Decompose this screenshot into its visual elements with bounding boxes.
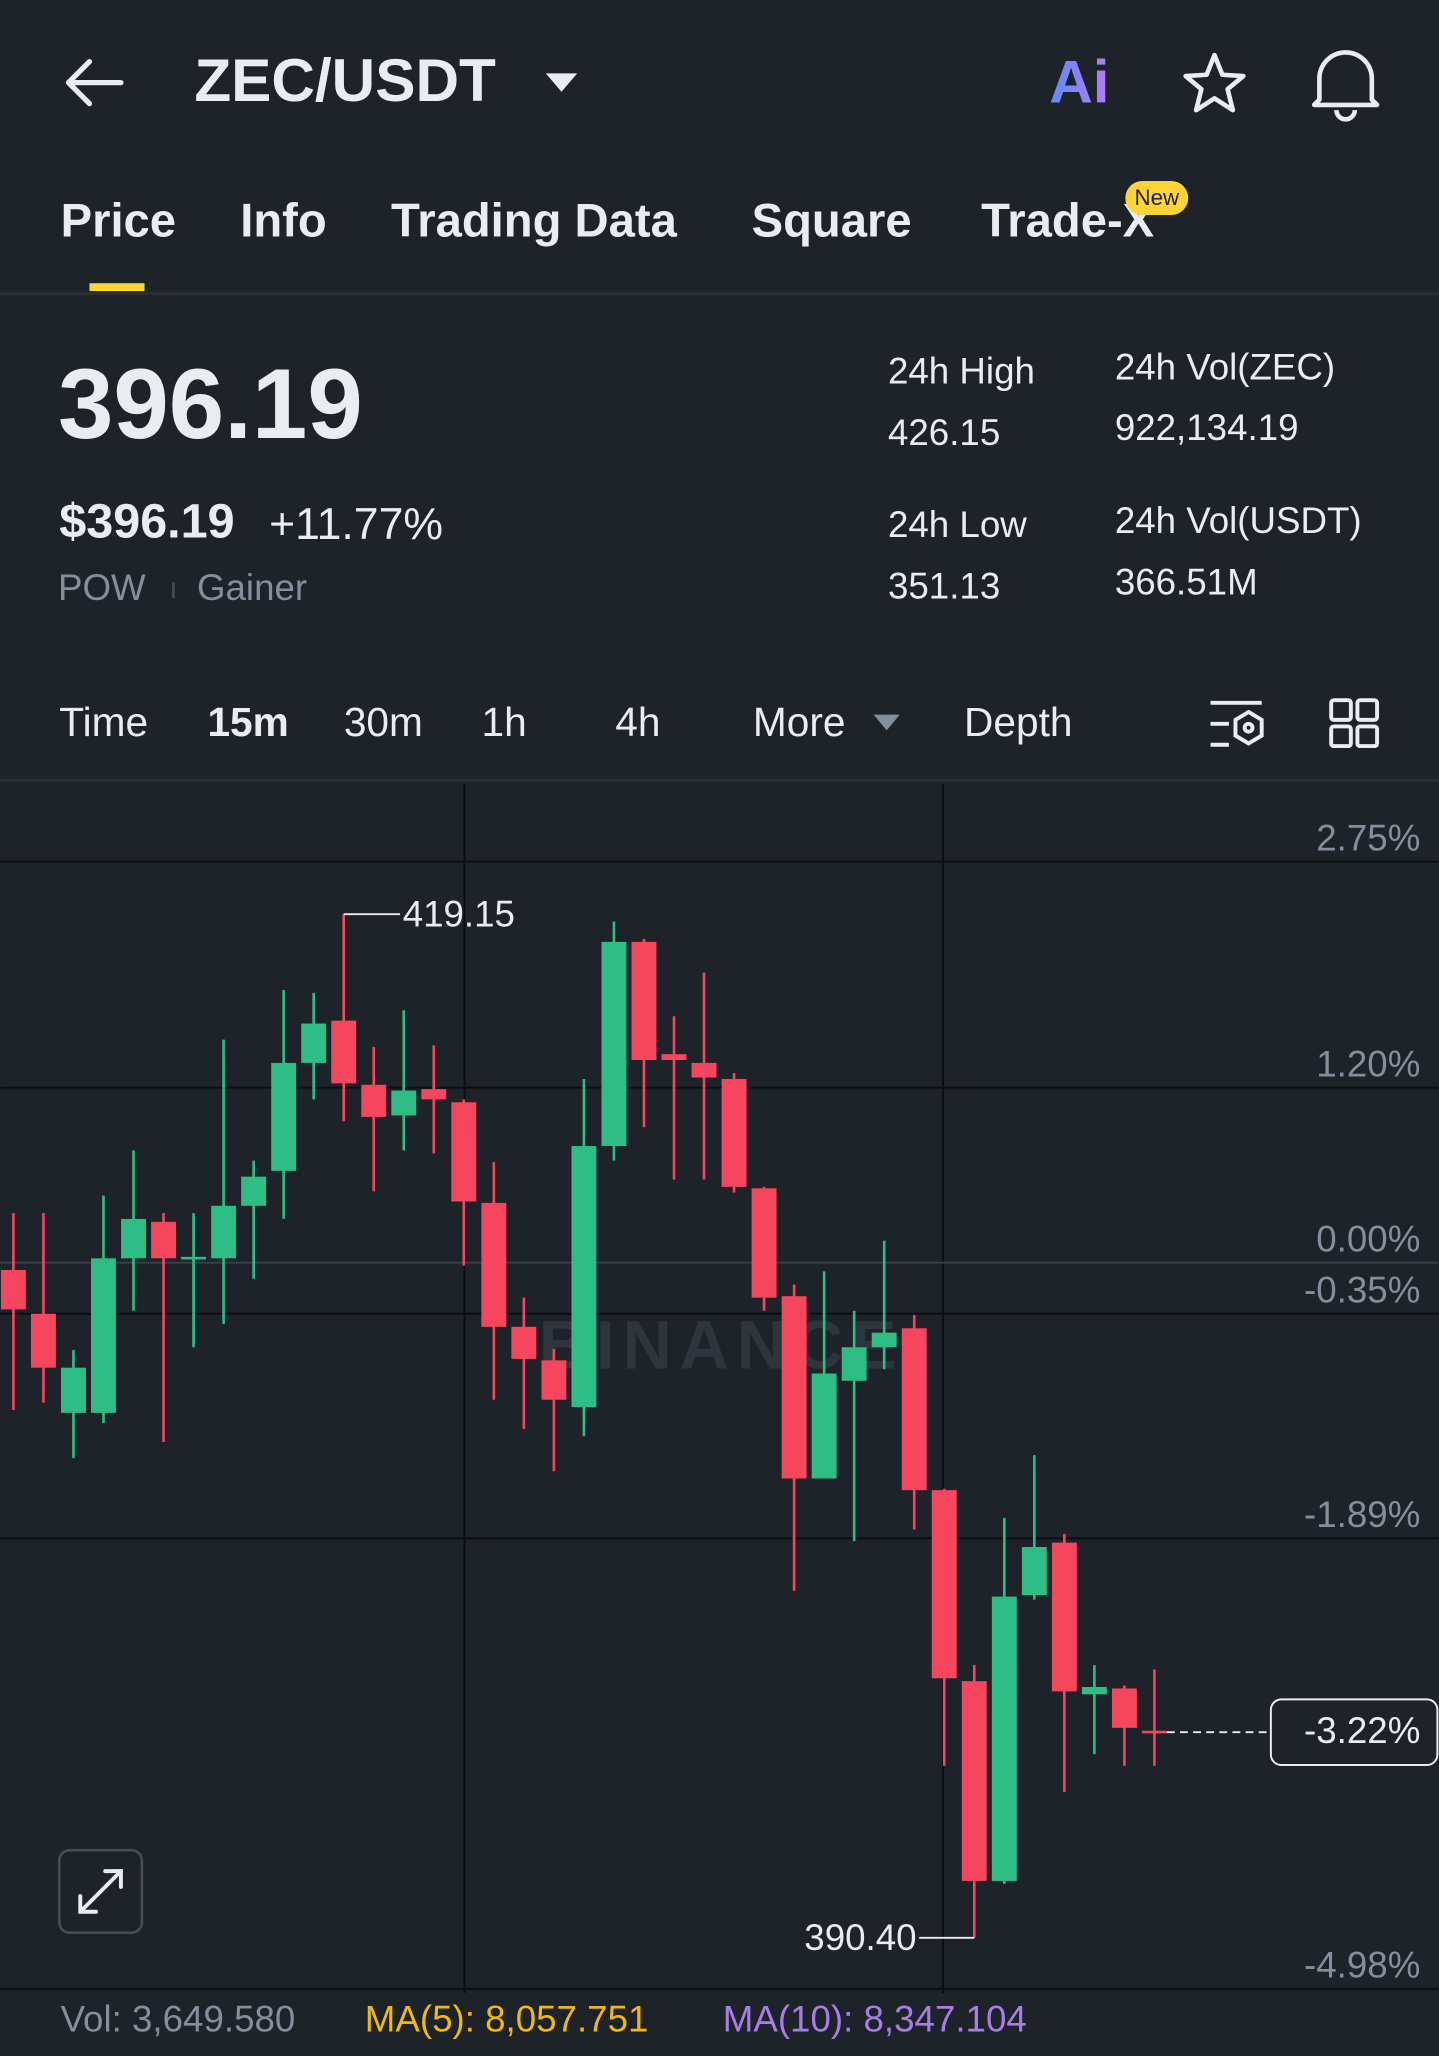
y-tick-label: 1.20% (1316, 1043, 1420, 1084)
watermark: BINANCE (539, 1308, 905, 1384)
candle-body (451, 1102, 477, 1202)
candle-body (991, 1596, 1017, 1881)
stat-label: 24h Vol(USDT) (1115, 500, 1362, 541)
last-price-label: -3.22% (1304, 1710, 1420, 1751)
candle-body (631, 941, 657, 1060)
y-tick-label: -0.35% (1304, 1269, 1420, 1310)
candle-body (30, 1313, 56, 1368)
stat-value: 351.13 (888, 565, 1000, 606)
candle-body (91, 1258, 116, 1413)
active-tab-indicator (89, 283, 145, 292)
candle-body (661, 1054, 687, 1060)
usd-price: $396.19 (59, 494, 234, 548)
candle-body (841, 1347, 867, 1381)
interval[interactable]: 15m (207, 699, 288, 745)
candle-body (1051, 1542, 1077, 1692)
candle-body (901, 1328, 927, 1491)
last-price: 396.19 (58, 349, 363, 460)
candle-body (961, 1681, 987, 1881)
pair-title[interactable]: ZEC/USDT (194, 46, 496, 114)
volume-indicator: Vol: 3,649.580 (61, 1999, 296, 2040)
stat-value: 922,134.19 (1115, 407, 1299, 448)
y-tick-label: -1.89% (1304, 1494, 1420, 1535)
tab[interactable]: Price (61, 195, 176, 248)
interval[interactable]: Depth (964, 699, 1072, 745)
candle-body (151, 1221, 176, 1259)
interval[interactable]: More (753, 699, 846, 745)
candle-body (361, 1084, 387, 1117)
favorite-button[interactable] (1183, 52, 1246, 113)
new-badge-text: New (1135, 185, 1180, 210)
tag[interactable]: POW (58, 567, 146, 608)
candle-body (121, 1218, 146, 1259)
more-dropdown[interactable] (873, 714, 900, 731)
candle-body (1141, 1730, 1167, 1734)
interval[interactable]: 1h (482, 699, 527, 745)
candle-body (871, 1332, 897, 1348)
tab[interactable]: Info (240, 195, 326, 248)
stat-value: 426.15 (888, 412, 1000, 453)
ai-button[interactable]: Ai (1049, 47, 1109, 115)
y-tick-label: 0.00% (1316, 1218, 1420, 1259)
notification-button[interactable] (1311, 50, 1380, 122)
high-label: 419.15 (403, 894, 515, 935)
candle-body (331, 1020, 357, 1084)
candle-body (211, 1205, 237, 1259)
candle-body (601, 941, 627, 1147)
ma10-indicator: MA(10): 8,347.104 (723, 1999, 1027, 2040)
stat-value: 366.51M (1115, 562, 1258, 603)
candle-body (391, 1090, 417, 1116)
candle-body (751, 1188, 777, 1298)
candle-body (301, 1023, 327, 1063)
candle-body (691, 1062, 717, 1078)
candle-body (0, 1269, 26, 1310)
new-badge (1125, 180, 1189, 216)
pair-dropdown[interactable] (545, 73, 578, 92)
stat-label: 24h Low (888, 504, 1027, 545)
low-label: 390.40 (804, 1917, 916, 1958)
candle-body (931, 1490, 957, 1679)
interval[interactable]: 30m (344, 699, 423, 745)
back-button[interactable] (65, 59, 124, 107)
candle-body (511, 1326, 537, 1359)
ma5-indicator: MA(5): 8,057.751 (365, 1999, 649, 2040)
candle-body (541, 1360, 567, 1400)
candle-body (571, 1146, 597, 1408)
candle-body (1111, 1688, 1137, 1728)
candle-body (241, 1176, 267, 1206)
y-tick-label: -4.98% (1304, 1945, 1420, 1986)
interval[interactable]: 4h (615, 699, 660, 745)
candle-body (61, 1367, 86, 1413)
tab[interactable]: Trade-X (981, 195, 1155, 248)
tab[interactable]: Square (752, 195, 912, 248)
candle-body (1081, 1686, 1107, 1695)
candle-body (781, 1296, 807, 1479)
candle-body (481, 1202, 507, 1327)
candle-body (421, 1089, 447, 1100)
candlestick-chart: 2.75% 1.20% 0.00% -0.35% -1.89% -4.98% 419.15 3… (0, 817, 1439, 1990)
y-tick-label: 2.75% (1316, 817, 1420, 858)
last-price-box (1269, 1698, 1439, 1766)
indicator-settings[interactable] (1210, 700, 1264, 747)
candle-body (811, 1373, 837, 1479)
candle-body (721, 1078, 747, 1187)
stat-label: 24h High (888, 350, 1035, 391)
tag[interactable]: Gainer (197, 567, 307, 608)
candle-body (181, 1256, 207, 1260)
fullscreen-button[interactable] (57, 1848, 144, 1935)
tab[interactable]: Trading Data (391, 195, 678, 248)
candle-body (1021, 1547, 1047, 1596)
price-change: +11.77% (269, 500, 443, 549)
candle-body (271, 1062, 297, 1171)
layout-button[interactable] (1329, 698, 1380, 749)
interval[interactable]: Time (59, 699, 148, 745)
stat-label: 24h Vol(ZEC) (1115, 346, 1335, 387)
